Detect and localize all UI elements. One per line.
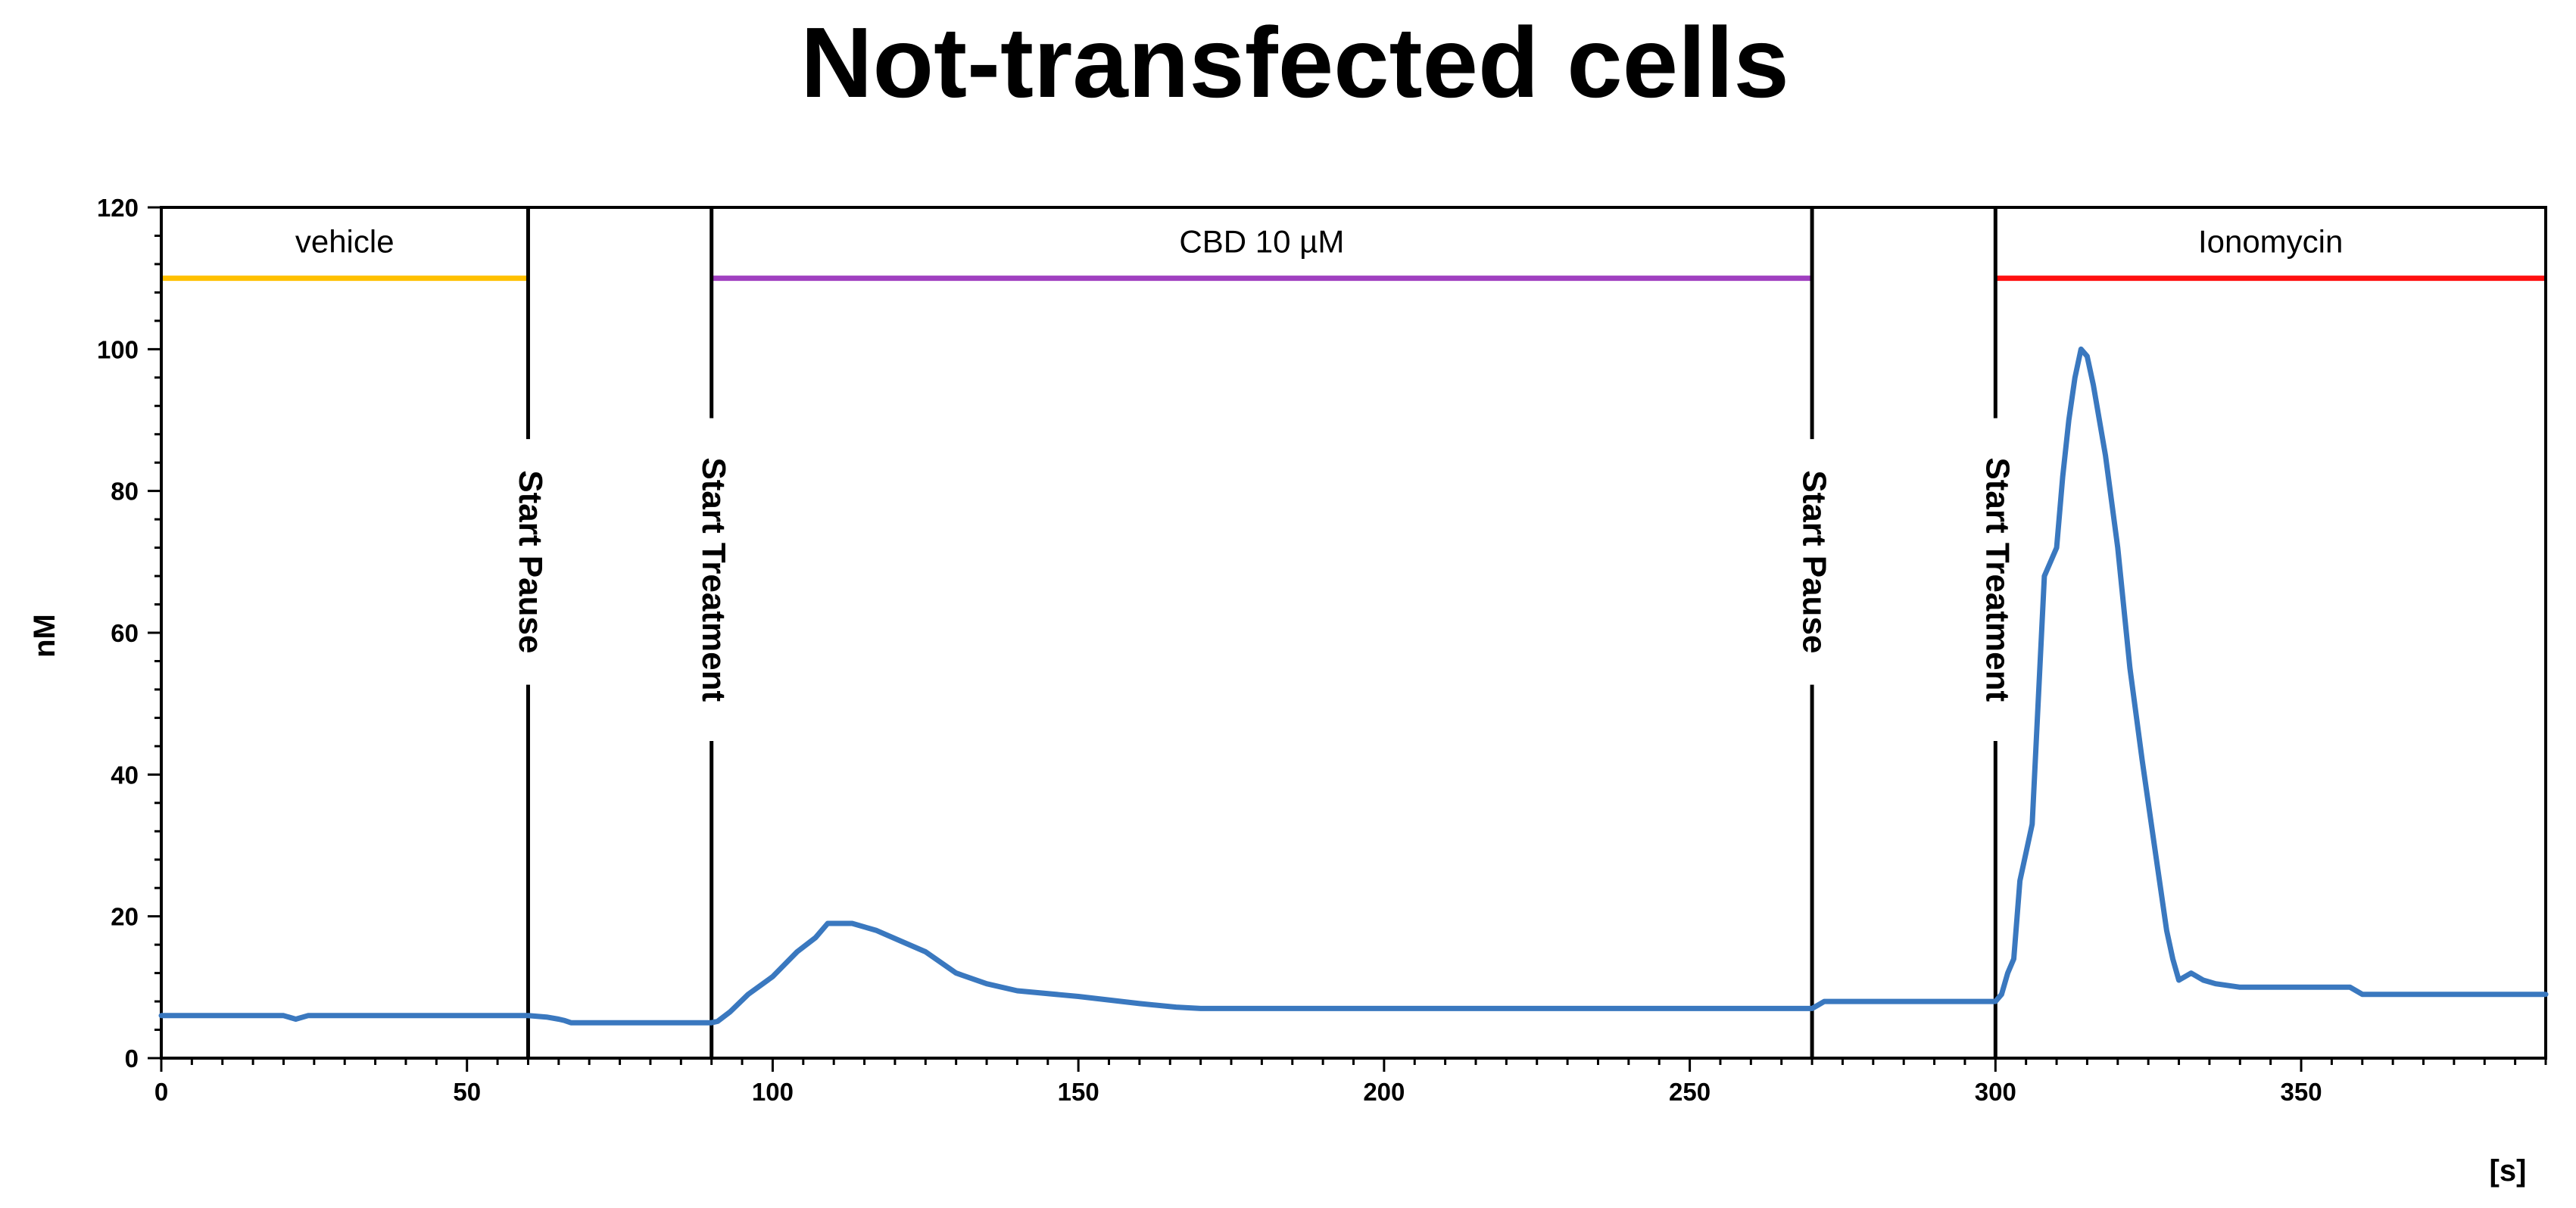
y-tick-label: 0: [125, 1045, 139, 1073]
marker-label: Start Treatment: [695, 457, 732, 702]
x-tick-label: 250: [1669, 1078, 1711, 1106]
y-tick-label: 60: [111, 619, 139, 647]
y-tick-label: 100: [97, 335, 139, 363]
y-tick-label: 20: [111, 903, 139, 931]
axes-layer: 0 50 100 150 200 250 300 350 0 20 40 60 80 100 120: [97, 194, 2547, 1106]
chart-title: Not-transfected cells: [800, 7, 1789, 118]
x-axis-label: [s]: [2490, 1154, 2527, 1188]
phase-label: CBD 10 µM: [1179, 224, 1344, 260]
x-tick-label: 100: [752, 1078, 794, 1106]
x-tick-label: 0: [154, 1078, 168, 1106]
marker-layer: Start Pause Start Treatment Start Pause Sta…: [512, 207, 2016, 1058]
series-line: [158, 346, 2549, 1026]
phase-layer: vehicle CBD 10 µM Ionomycin: [163, 224, 2544, 282]
x-tick-label: 300: [1975, 1078, 2016, 1106]
y-tick-label: 80: [111, 478, 139, 506]
phase-label: Ionomycin: [2198, 224, 2343, 260]
phase-label: vehicle: [295, 224, 395, 260]
series-layer: [158, 346, 2549, 1026]
x-tick-label: 200: [1363, 1078, 1405, 1106]
x-tick-label: 50: [453, 1078, 481, 1106]
x-tick-label: 350: [2280, 1078, 2322, 1106]
x-tick-label: 150: [1058, 1078, 1099, 1106]
marker-label: Start Pause: [1795, 470, 1832, 653]
marker-label: Start Pause: [512, 470, 549, 653]
y-tick-label: 40: [111, 761, 139, 789]
marker-label: Start Treatment: [1979, 457, 2016, 702]
y-axis-label: nM: [28, 614, 61, 658]
y-tick-label: 120: [97, 194, 139, 222]
